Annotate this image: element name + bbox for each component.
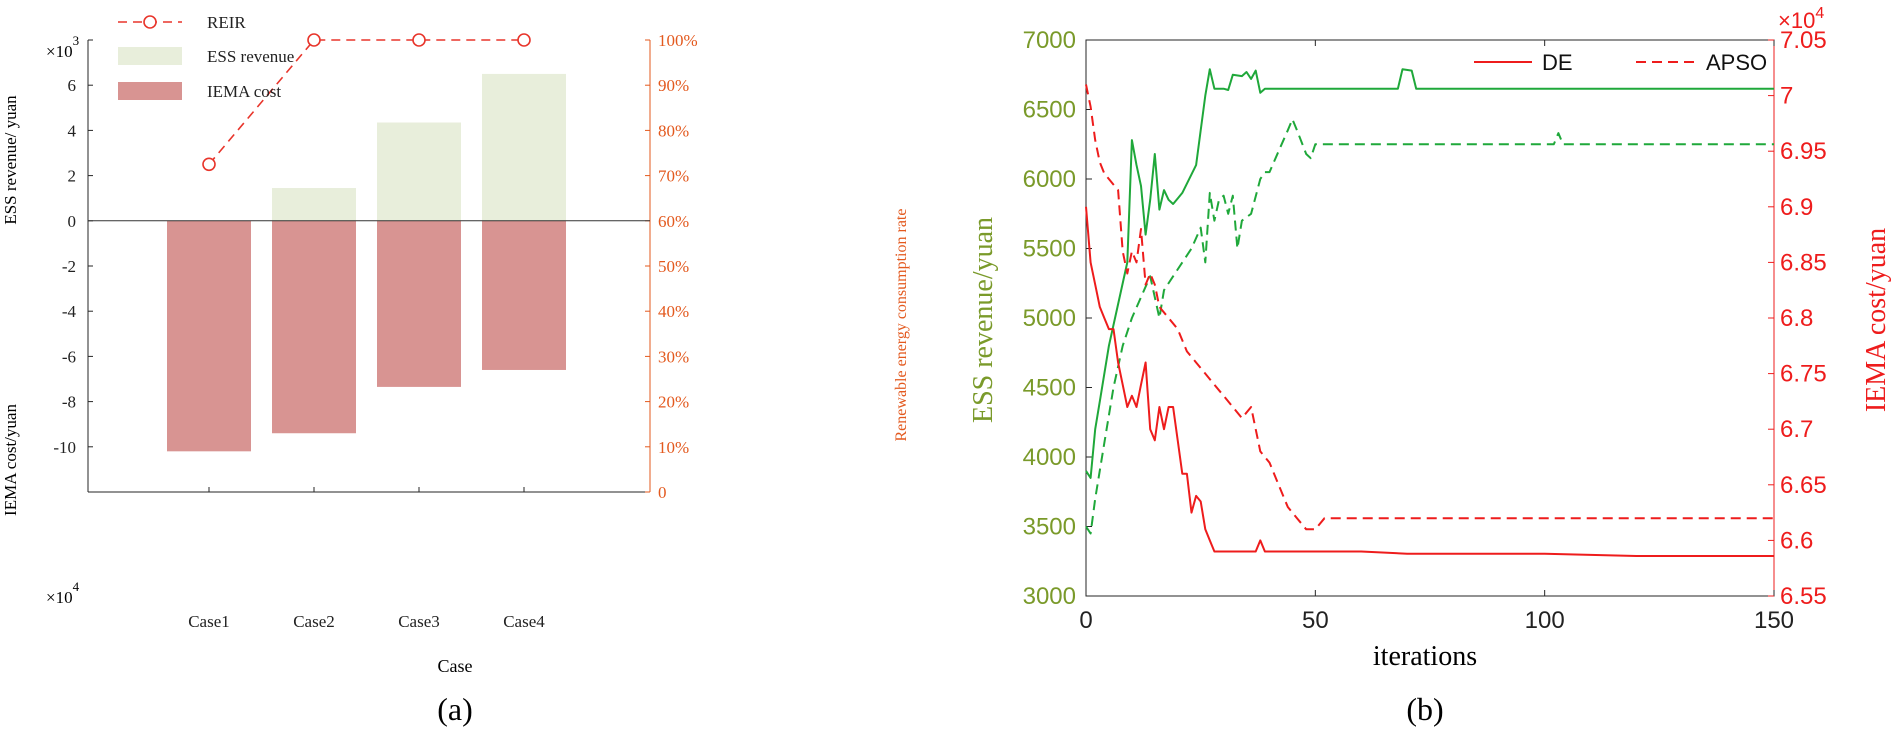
panel-b-plot-frame: [1085, 39, 1775, 597]
panel-a-legend: REIR ESS revenue IEMA cost: [118, 13, 294, 101]
panel-b-y2-tick-label: 6.85: [1780, 249, 1827, 276]
panel-a-x-tick-label: Case3: [398, 612, 440, 631]
panel-a-y-tick-label: -10: [53, 438, 76, 457]
panel-b-y-tick-label: 6500: [1023, 97, 1076, 124]
legend-apso-label: APSO: [1706, 50, 1767, 75]
ess-revenue-bar: [377, 122, 461, 221]
legend-iema-swatch: [118, 82, 182, 100]
panel-b-y-axis-title: ESS revenue/yuan: [968, 217, 999, 423]
iema-cost-bar: [482, 220, 566, 370]
reir-marker: [412, 33, 426, 47]
reir-marker: [202, 157, 216, 172]
panel-a-y2-tick-label: 20%: [658, 393, 689, 412]
panel-a-y-exponent-bottom: ×104: [46, 579, 80, 607]
panel-b-y-tick-label: 4500: [1023, 375, 1076, 402]
panel-b-x-tick-label: 50: [1302, 607, 1329, 634]
panel-a-x-tick-label: Case4: [503, 612, 545, 631]
apso-iema-cost-line: [1085, 84, 1774, 531]
iema-cost-bar: [167, 220, 251, 452]
panel-b-y2-tick-label: 6.55: [1780, 583, 1827, 610]
panel-a-y-tick-label: -8: [62, 393, 76, 412]
panel-b-x-tick-label: 150: [1754, 607, 1794, 634]
panel-b-y2-tick-label: 6.8: [1780, 305, 1813, 332]
panel-a-y-exponent-bottom-base: ×10: [46, 588, 73, 607]
panel-b-x-axis-title: iterations: [1373, 641, 1477, 672]
reir-marker: [307, 33, 321, 47]
panel-a-y-axis-title-top: ESS revenue/ yuan: [1, 95, 20, 225]
legend-reir-label: REIR: [207, 13, 246, 32]
panel-b-y2-tick-label: 6.6: [1780, 527, 1813, 554]
panel-a-right-axis-title: Renewable energy consumption rate: [893, 209, 910, 442]
panel-a-y-tick-label: -2: [62, 257, 76, 276]
de-iema-cost-line: [1085, 206, 1774, 557]
panel-b-y2-exponent-power: 4: [1815, 5, 1824, 22]
panel-b-x-tick-label: 100: [1525, 607, 1565, 634]
panel-a-y2-tick-label: 30%: [658, 347, 689, 366]
panel-a-y-axis-title-bottom: IEMA cost/yuan: [1, 404, 20, 516]
panel-a-x-tick-label: Case1: [188, 612, 230, 631]
ess-revenue-bar: [482, 73, 566, 221]
panel-a-y2-tick-label: 70%: [658, 167, 689, 186]
panel-b-y2-tick-label: 6.95: [1780, 138, 1827, 165]
panel-b-y-tick-label: 3500: [1023, 514, 1076, 541]
panel-a-y2-tick-label: 10%: [658, 438, 689, 457]
legend-ess-swatch: [118, 47, 182, 65]
iema-cost-bar: [377, 220, 461, 387]
panel-b-y2-exponent: ×104: [1778, 5, 1824, 33]
panel-a-bar-chart: (a) Case ESS revenue/ yuan IEMA cost/yua…: [1, 13, 910, 727]
panel-a-x-axis-title: Case: [438, 656, 473, 676]
legend-de-label: DE: [1542, 50, 1573, 75]
panel-a-y2-tick-label: 50%: [658, 257, 689, 276]
panel-a-y2-tick-label: 0: [658, 483, 667, 502]
panel-b-y-tick-label: 5500: [1023, 236, 1076, 263]
panel-a-y-tick-label: -6: [62, 347, 76, 366]
apso-ess-revenue-line: [1085, 118, 1774, 535]
panel-a-y-tick-label: 6: [68, 76, 77, 95]
panel-b-y2-tick-label: 6.75: [1780, 361, 1827, 388]
panel-a-label: (a): [437, 691, 473, 727]
panel-b-legend: DE APSO: [1474, 50, 1767, 75]
panel-a-y-exponent-top-power: 3: [73, 33, 80, 48]
panel-a-y-tick-label: 0: [68, 212, 77, 231]
panel-a-y2-tick-label: 40%: [658, 302, 689, 321]
panel-a-y-tick-label: 4: [68, 121, 77, 140]
panel-b-right-axis-title: IEMA cost/yuan: [1861, 228, 1892, 412]
panel-b-y2-tick-label: 6.7: [1780, 416, 1813, 443]
iema-cost-bar: [272, 220, 356, 434]
panel-b-y2-exponent-base: ×10: [1778, 8, 1815, 33]
de-ess-revenue-line: [1085, 68, 1774, 479]
panel-b-y-tick-label: 3000: [1023, 583, 1076, 610]
panel-a-y-exponent-top: ×103: [46, 33, 79, 61]
panel-a-y-exponent-top-base: ×10: [46, 42, 73, 61]
panel-b-y-tick-label: 7000: [1023, 27, 1076, 54]
legend-reir-marker: [143, 15, 157, 29]
panel-b-y2-tick-label: 7.05: [1780, 27, 1827, 54]
legend-ess-label: ESS revenue: [207, 47, 294, 66]
panel-a-y-tick-label: 2: [68, 167, 77, 186]
panel-a-y2-tick-label: 80%: [658, 121, 689, 140]
panel-a-x-tick-label: Case2: [293, 612, 335, 631]
panel-b-y2-tick-label: 7: [1780, 83, 1793, 110]
panel-a-y2-tick-label: 100%: [658, 31, 698, 50]
reir-marker: [517, 33, 531, 47]
legend-iema-label: IEMA cost: [207, 82, 281, 101]
panel-b-y2-tick-label: 6.9: [1780, 194, 1813, 221]
panel-a-y2-tick-label: 90%: [658, 76, 689, 95]
ess-revenue-bar: [272, 188, 356, 221]
panel-a-y2-tick-label: 60%: [658, 212, 689, 231]
panel-b-y2-tick-label: 6.65: [1780, 472, 1827, 499]
panel-a-y-exponent-bottom-power: 4: [73, 579, 80, 594]
panel-b-line-chart: (b) iterations ESS revenue/yuan IEMA cos…: [968, 5, 1892, 727]
panel-b-x-tick-label: 0: [1079, 607, 1092, 634]
panel-b-label: (b): [1406, 691, 1443, 727]
panel-b-y-tick-label: 6000: [1023, 166, 1076, 193]
panel-b-y-tick-label: 5000: [1023, 305, 1076, 332]
panel-b-y-tick-label: 4000: [1023, 444, 1076, 471]
reir-line: [208, 39, 524, 165]
panel-a-y-tick-label: -4: [62, 302, 77, 321]
